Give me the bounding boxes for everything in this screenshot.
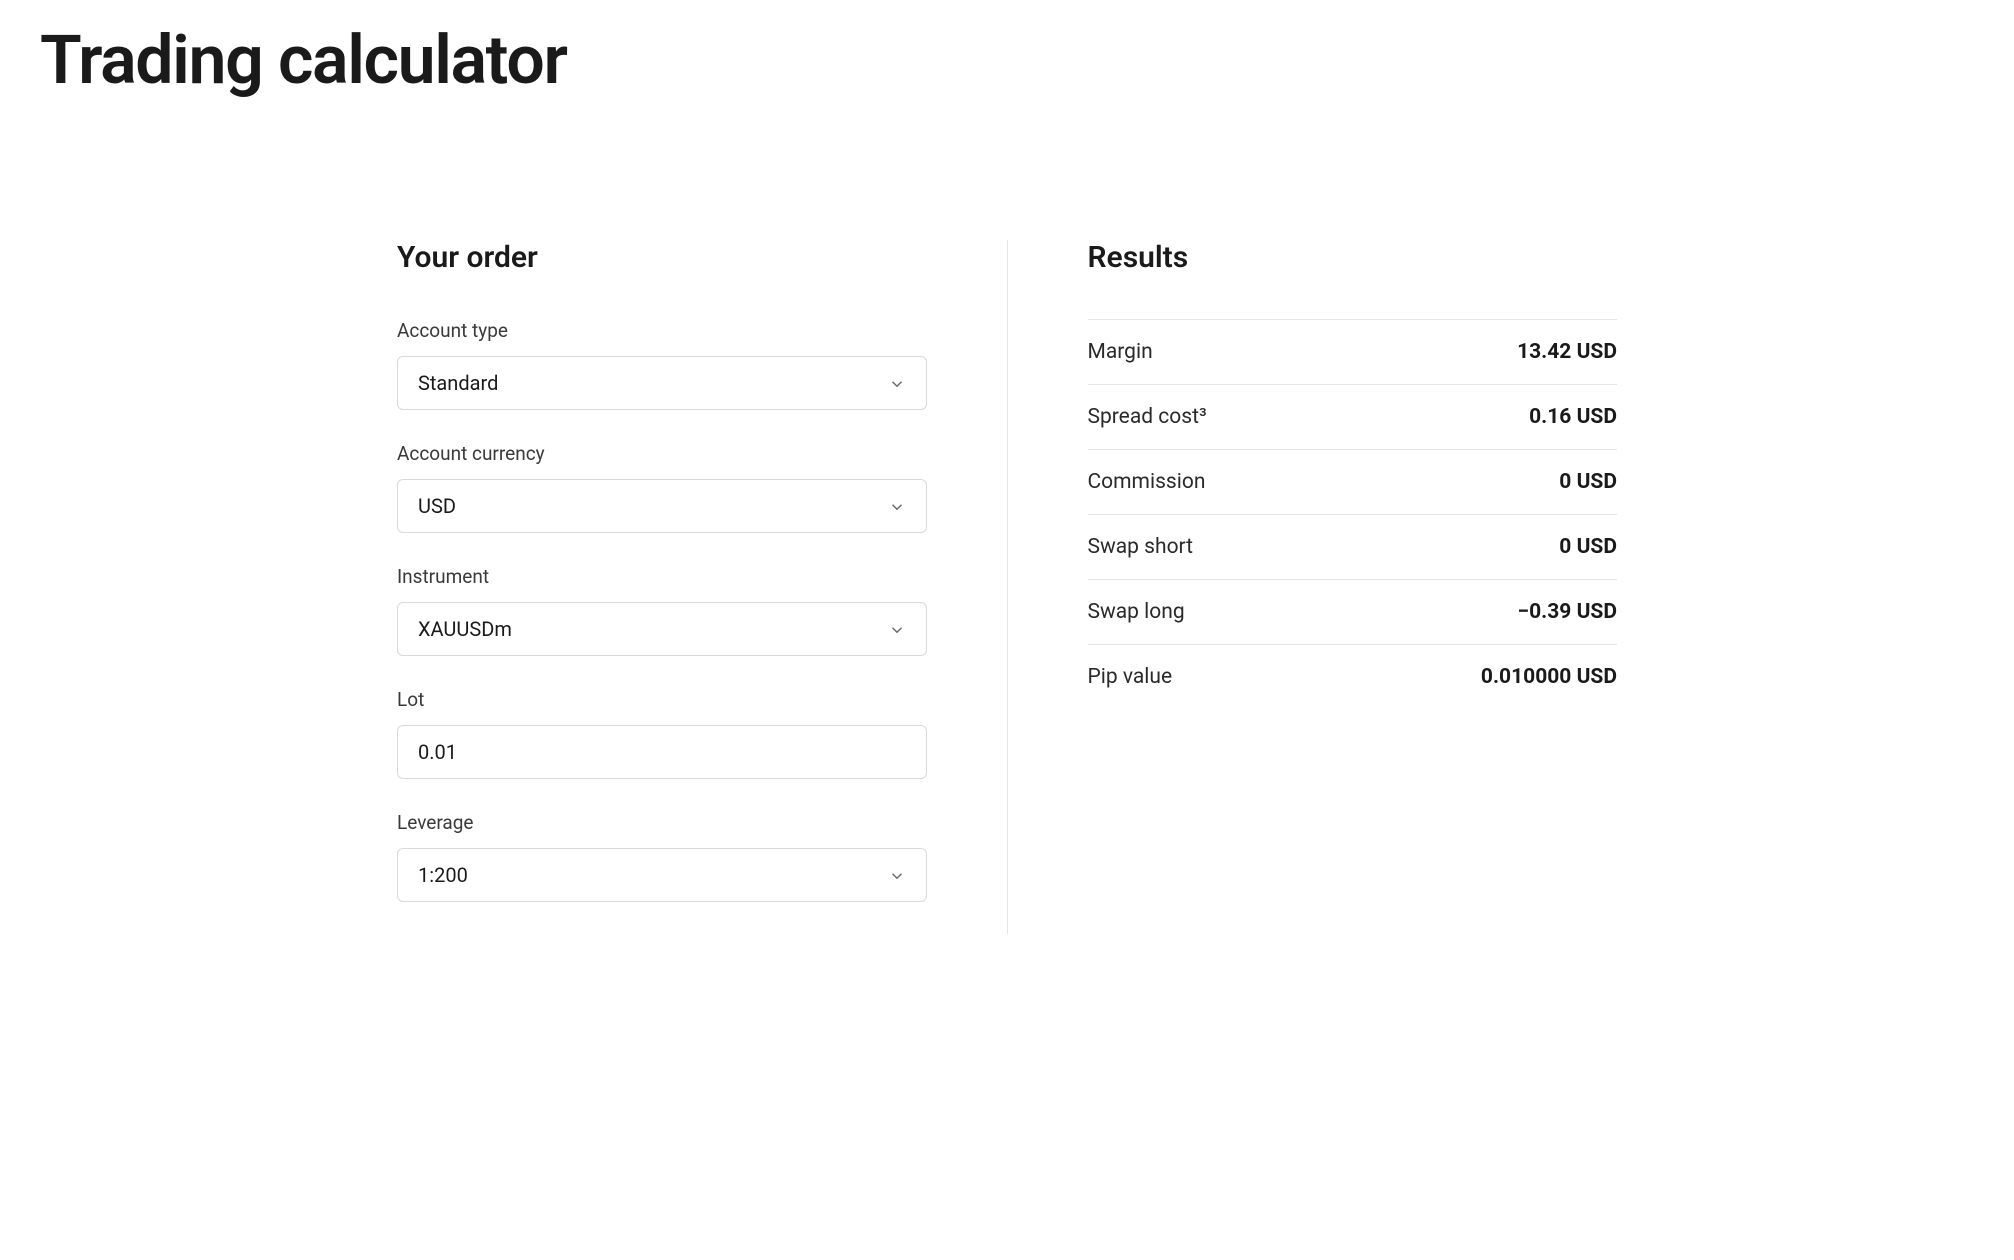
leverage-group: Leverage 1:200	[397, 811, 927, 902]
result-row: Swap long −0.39 USD	[1088, 580, 1618, 645]
calculator-container: Your order Account type Standard Account…	[337, 240, 1677, 934]
chevron-down-icon	[888, 620, 906, 638]
instrument-label: Instrument	[397, 565, 927, 588]
result-value: 0.16 USD	[1529, 405, 1617, 429]
account-currency-label: Account currency	[397, 442, 927, 465]
results-panel: Results Margin 13.42 USD Spread cost³ 0.16 …	[1007, 240, 1618, 934]
account-type-value: Standard	[418, 371, 498, 395]
result-row: Pip value 0.010000 USD	[1088, 645, 1618, 709]
account-type-label: Account type	[397, 319, 927, 342]
result-label: Commission	[1088, 470, 1206, 494]
result-label: Swap long	[1088, 600, 1185, 624]
results-list: Margin 13.42 USD Spread cost³ 0.16 USD Commi…	[1088, 319, 1618, 709]
result-value: 0 USD	[1559, 470, 1617, 494]
result-row: Spread cost³ 0.16 USD	[1088, 385, 1618, 450]
account-currency-select[interactable]: USD	[397, 479, 927, 533]
instrument-group: Instrument XAUUSDm	[397, 565, 927, 656]
account-type-select[interactable]: Standard	[397, 356, 927, 410]
leverage-value: 1:200	[418, 863, 468, 887]
order-panel: Your order Account type Standard Account…	[397, 240, 1007, 934]
instrument-select[interactable]: XAUUSDm	[397, 602, 927, 656]
chevron-down-icon	[888, 374, 906, 392]
page-title: Trading calculator	[40, 20, 1974, 100]
result-value: 0.010000 USD	[1481, 665, 1617, 689]
results-panel-title: Results	[1088, 240, 1618, 275]
leverage-label: Leverage	[397, 811, 927, 834]
order-panel-title: Your order	[397, 240, 927, 275]
result-label: Margin	[1088, 340, 1153, 364]
chevron-down-icon	[888, 866, 906, 884]
result-value: 0 USD	[1559, 535, 1617, 559]
result-label: Pip value	[1088, 665, 1173, 689]
leverage-select[interactable]: 1:200	[397, 848, 927, 902]
result-value: 13.42 USD	[1517, 340, 1617, 364]
result-label: Swap short	[1088, 535, 1194, 559]
lot-group: Lot	[397, 688, 927, 779]
result-row: Swap short 0 USD	[1088, 515, 1618, 580]
account-currency-group: Account currency USD	[397, 442, 927, 533]
result-label: Spread cost³	[1088, 405, 1207, 429]
lot-label: Lot	[397, 688, 927, 711]
result-row: Commission 0 USD	[1088, 450, 1618, 515]
chevron-down-icon	[888, 497, 906, 515]
result-value: −0.39 USD	[1517, 600, 1617, 624]
instrument-value: XAUUSDm	[418, 617, 512, 641]
lot-input[interactable]	[397, 725, 927, 779]
account-type-group: Account type Standard	[397, 319, 927, 410]
account-currency-value: USD	[418, 494, 456, 518]
result-row: Margin 13.42 USD	[1088, 320, 1618, 385]
